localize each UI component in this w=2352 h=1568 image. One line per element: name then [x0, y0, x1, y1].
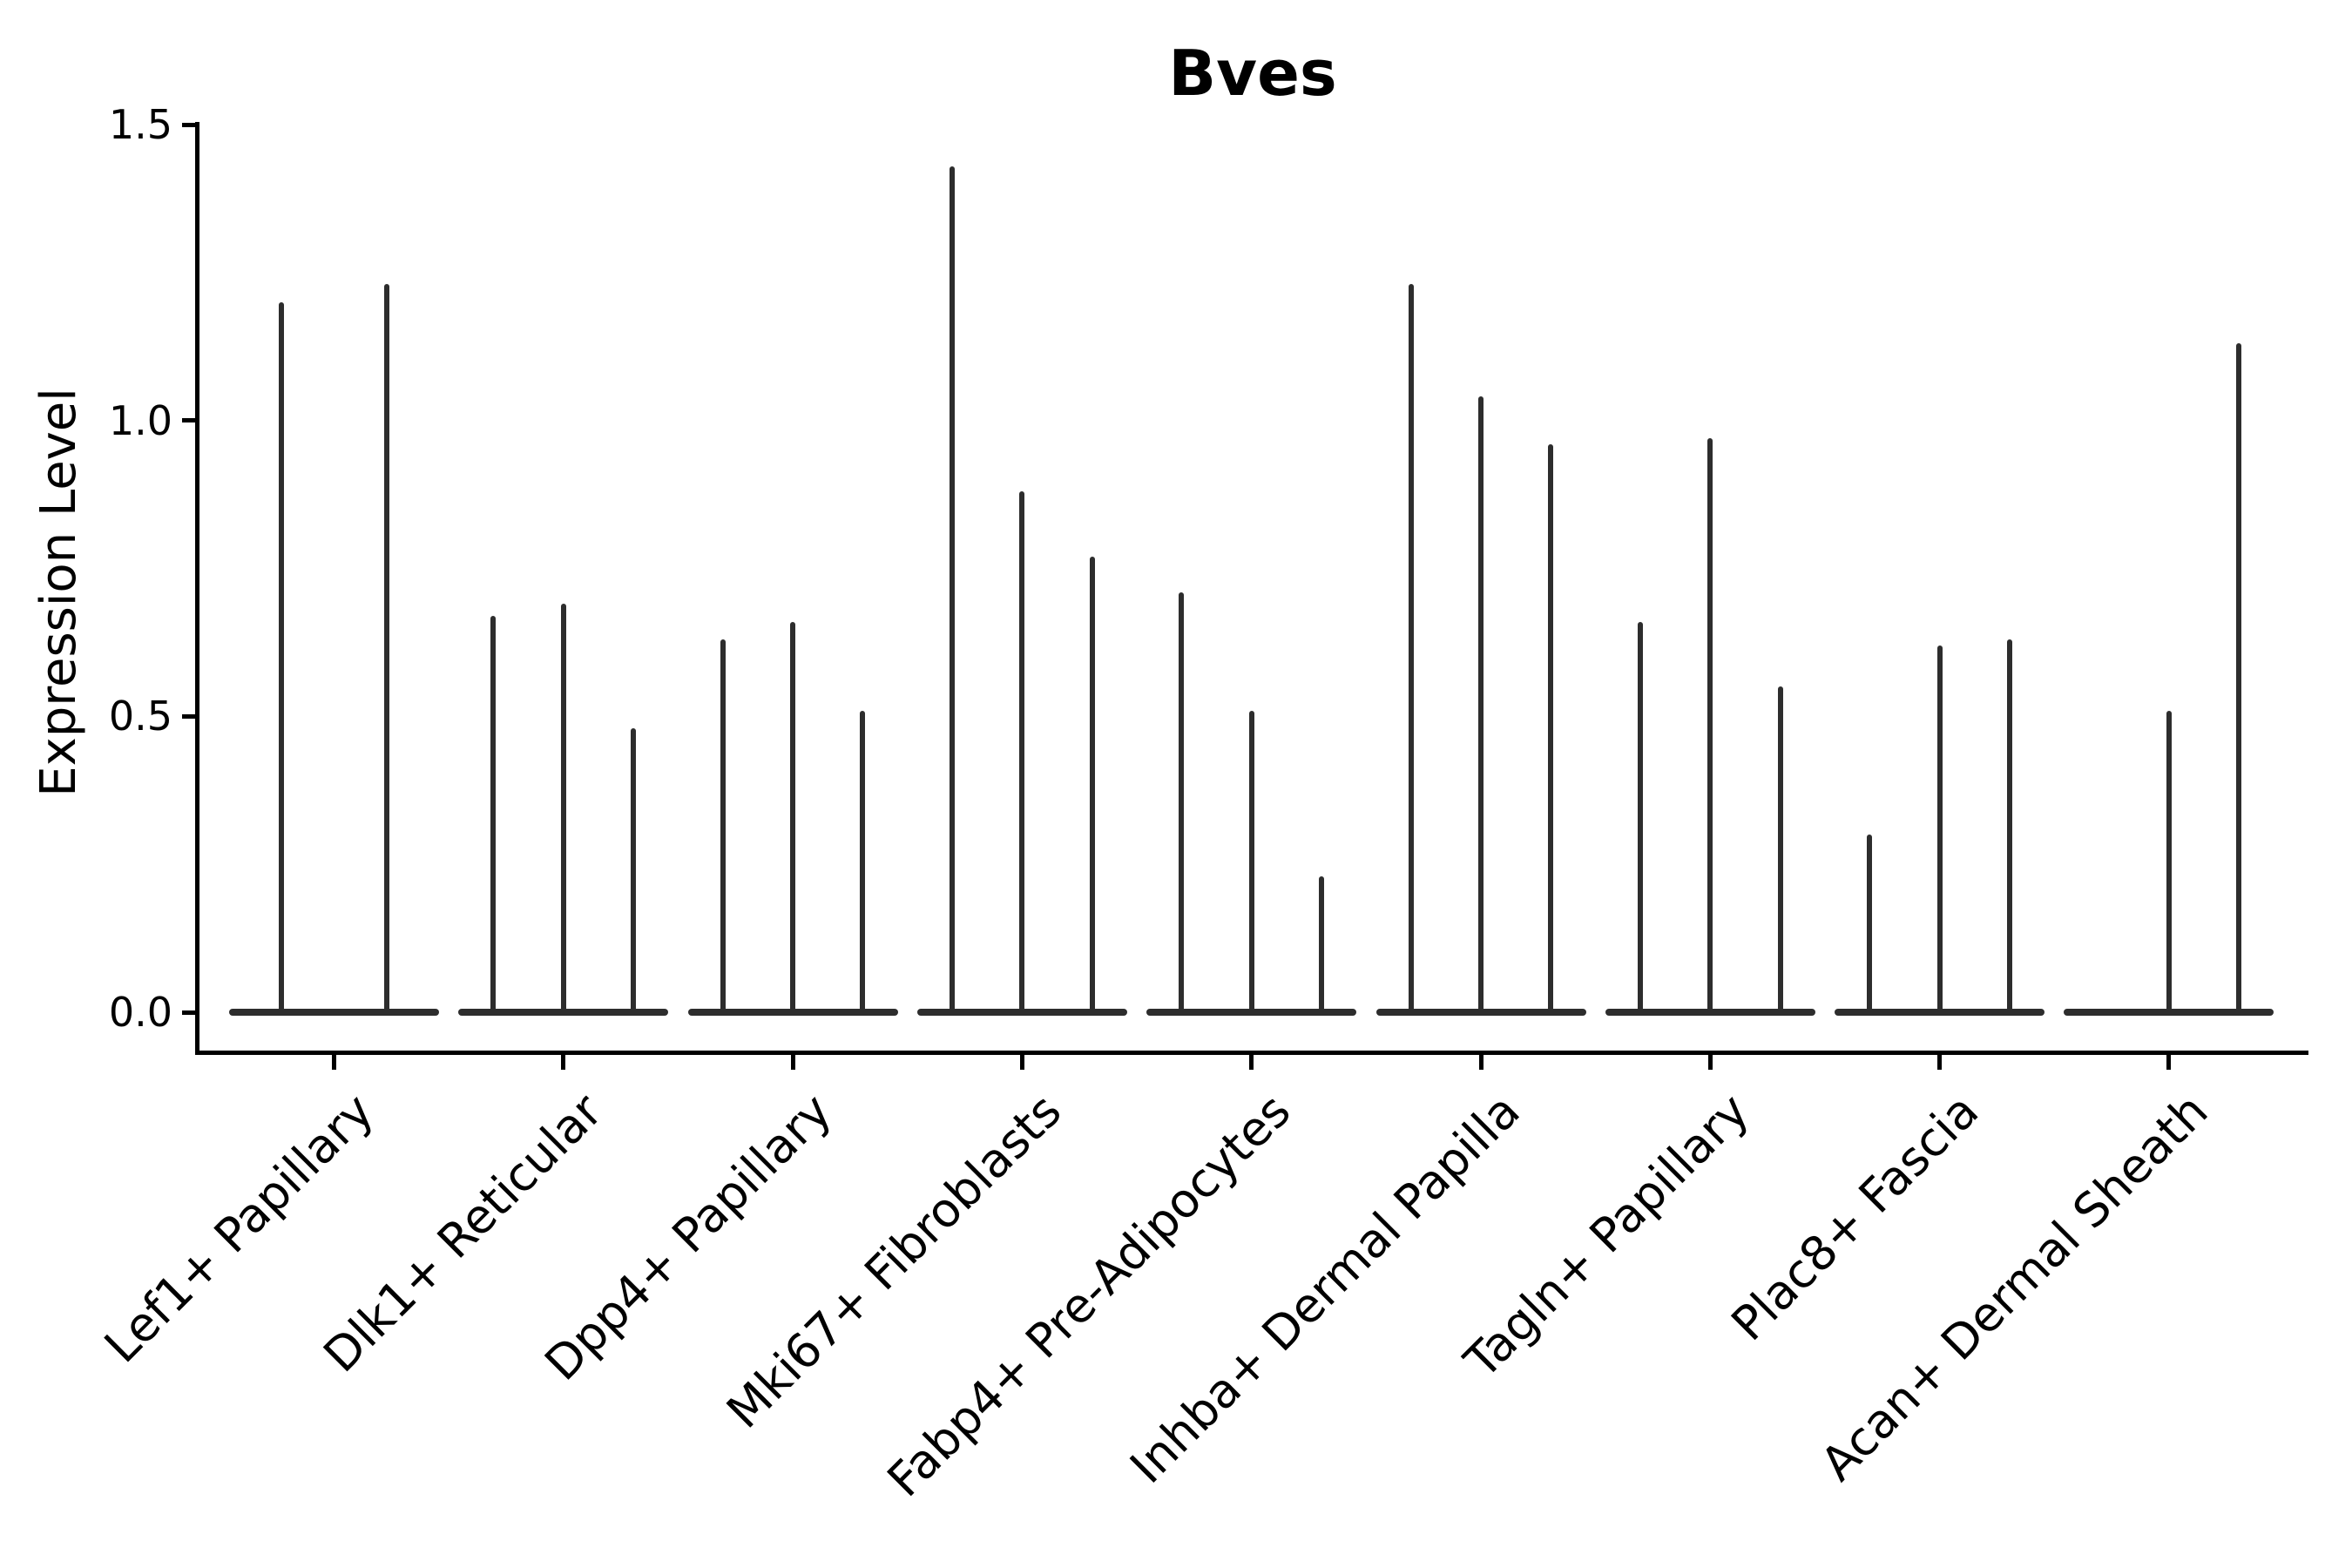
x-tick: [1478, 1054, 1484, 1070]
y-tick-label: 1.0: [108, 396, 172, 444]
x-tick-label: Acan+ Dermal Sheath: [1810, 1083, 2219, 1491]
violin-spike: [490, 615, 497, 1012]
violin-spike: [1777, 686, 1783, 1012]
violin-spike: [1179, 591, 1185, 1012]
violin-spike: [1089, 556, 1095, 1012]
violin-spike: [1408, 284, 1414, 1012]
x-tick: [561, 1054, 566, 1070]
violin-base: [2064, 1009, 2274, 1016]
violin-base: [229, 1009, 439, 1016]
violin-spike: [383, 284, 389, 1012]
violin-base: [1375, 1009, 1586, 1016]
x-tick: [1249, 1054, 1254, 1070]
violin-spike: [1867, 835, 1873, 1012]
violin-spike: [1637, 621, 1643, 1012]
y-tick-label: 0.5: [108, 693, 172, 740]
chart-title: Bves: [1168, 37, 1337, 110]
x-tick: [1707, 1054, 1713, 1070]
x-tick: [790, 1054, 795, 1070]
violin-spike: [790, 621, 796, 1012]
violin-spike: [860, 710, 866, 1012]
x-tick: [1937, 1054, 1943, 1070]
y-tick: [182, 1010, 197, 1015]
x-tick: [1019, 1054, 1024, 1070]
x-axis-spine: [194, 1050, 2308, 1055]
violin-spike: [2236, 343, 2242, 1012]
violin-base: [687, 1009, 898, 1016]
violin-base: [458, 1009, 669, 1016]
violin-spike: [720, 639, 726, 1012]
y-tick: [182, 122, 197, 127]
y-tick-label: 0.0: [108, 989, 172, 1036]
violin-spike: [1248, 710, 1254, 1012]
y-tick: [182, 713, 197, 719]
violin-base: [1605, 1009, 1815, 1016]
violin-spike: [2166, 710, 2172, 1012]
x-tick-label: Fabp4+ Pre-Adipocytes: [876, 1083, 1301, 1508]
violin-spike: [560, 604, 566, 1012]
y-tick-label: 1.5: [108, 101, 172, 148]
violin-spike: [950, 166, 956, 1012]
violin-base: [1146, 1009, 1357, 1016]
x-tick: [332, 1054, 336, 1070]
violin-spike: [2006, 639, 2012, 1012]
x-tick-label: Inhba+ Dermal Papilla: [1119, 1083, 1531, 1494]
violin-spike: [631, 727, 637, 1012]
violin-spike: [1548, 443, 1554, 1012]
violin-spike: [1019, 491, 1025, 1012]
y-axis-spine: [194, 122, 199, 1055]
violin-base: [916, 1009, 1127, 1016]
x-tick: [2166, 1054, 2172, 1070]
violin-spike: [279, 301, 285, 1012]
y-tick: [182, 418, 197, 423]
violin-base: [1835, 1009, 2045, 1016]
x-tick-label: Plac8+ Fascia: [1720, 1083, 1990, 1352]
violin-spike: [1936, 645, 1943, 1012]
violin-spike: [1478, 396, 1484, 1012]
violin-spike: [1707, 438, 1713, 1012]
violin-spike: [1319, 875, 1325, 1012]
